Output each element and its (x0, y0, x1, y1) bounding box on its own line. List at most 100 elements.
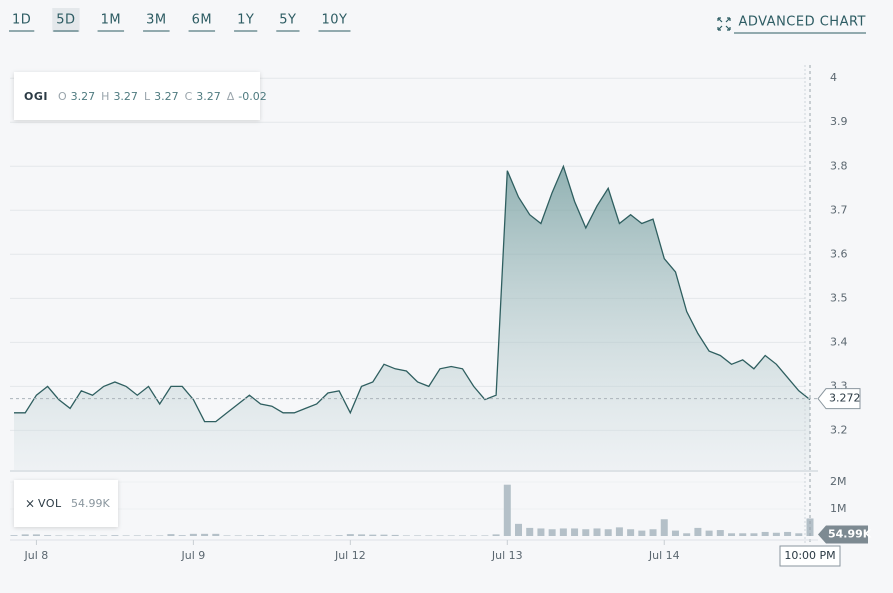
volume-bar (212, 533, 220, 536)
volume-bar (705, 530, 713, 536)
expand-icon (717, 17, 731, 31)
volume-bar (503, 484, 511, 536)
volume-bar (66, 535, 74, 536)
range-label: 5D (56, 13, 75, 28)
volume-bar (32, 534, 40, 536)
volume-bar (178, 535, 186, 536)
volume-bar (649, 529, 657, 536)
range-label: 1M (101, 13, 122, 28)
volume-bar (582, 529, 590, 536)
advanced-chart-button[interactable]: ADVANCED CHART (717, 15, 866, 34)
volume-bar (571, 528, 579, 536)
volume-bar (739, 533, 747, 536)
volume-bar (772, 532, 780, 536)
volume-bar (683, 533, 691, 536)
current-volume-label: 54.99K (828, 528, 872, 541)
volume-value: 54.99K (71, 497, 110, 510)
y-tick-label: 4 (830, 71, 837, 84)
volume-bar (694, 527, 702, 536)
legend-key: Δ (227, 90, 235, 103)
volume-bar (145, 535, 153, 536)
volume-bar (615, 527, 623, 536)
volume-bar (660, 519, 668, 536)
volume-bar (761, 531, 769, 536)
legend-key: O (58, 90, 67, 103)
range-label: 6M (192, 13, 213, 28)
close-icon[interactable]: × (25, 497, 35, 511)
range-button[interactable]: 1Y (233, 8, 258, 32)
y-tick-label: 3.7 (830, 203, 848, 216)
volume-bar (391, 534, 399, 536)
x-tick-label: Jul 12 (334, 549, 366, 562)
y-tick-label: 1M (830, 502, 847, 515)
legend-key: L (144, 90, 151, 103)
volume-bar (279, 535, 287, 536)
range-button[interactable]: 1D (8, 8, 35, 32)
volume-bar (189, 533, 197, 536)
range-button[interactable]: 5D (52, 8, 80, 32)
volume-bar (88, 535, 96, 536)
volume-bar (111, 535, 119, 536)
volume-bar (559, 528, 567, 536)
volume-bar (593, 528, 601, 536)
volume-bar (380, 534, 388, 536)
current-price-tag (817, 388, 861, 410)
volume-bar (537, 528, 545, 536)
volume-bar (627, 529, 635, 536)
y-tick-label: 3.4 (830, 335, 848, 348)
volume-bar (301, 535, 309, 536)
current-volume-tag (818, 525, 868, 544)
range-button[interactable]: 10Y (318, 8, 352, 32)
volume-bar (346, 534, 354, 536)
volume-bar (458, 535, 466, 536)
plot (10, 65, 818, 545)
volume-bar (414, 535, 422, 536)
volume-name: VOL (38, 497, 62, 510)
volume-bar (55, 535, 63, 536)
volume-bar (436, 535, 444, 536)
volume-bar (369, 534, 377, 536)
y-tick-label: 3.6 (830, 247, 848, 260)
volume-bar (358, 534, 366, 536)
x-tick-label: Jul 13 (491, 549, 523, 562)
volume-bar (728, 533, 736, 536)
volume-bar (156, 535, 164, 536)
symbol: OGI (24, 90, 48, 103)
legend-value: 3.27 (196, 90, 221, 103)
range-label: 3M (146, 13, 167, 28)
x-tick-label: Jul 9 (180, 549, 205, 562)
volume-bar (245, 535, 253, 536)
button-bg (52, 8, 80, 32)
volume-bar (335, 535, 343, 536)
axes: 3.23.33.43.53.63.73.83.943.2721M2M54.99K… (24, 71, 872, 567)
volume-bar (133, 535, 141, 536)
range-button[interactable]: 6M (188, 8, 217, 32)
volume-bar (402, 535, 410, 536)
volume-bar (290, 535, 298, 536)
range-button[interactable]: 1M (97, 8, 126, 32)
volume-bar (21, 534, 29, 536)
volume-bar (671, 530, 679, 536)
volume-bar (784, 531, 792, 536)
range-label: 10Y (322, 13, 348, 28)
y-tick-label: 3.2 (830, 423, 848, 436)
y-tick-label: 3.5 (830, 291, 848, 304)
price-area (14, 166, 810, 471)
volume-bar (313, 535, 321, 536)
y-tick-label: 2M (830, 475, 847, 488)
volume-bar (526, 527, 534, 536)
volume-bar (324, 535, 332, 536)
volume-bar (167, 534, 175, 536)
price-line (14, 164, 811, 423)
range-button[interactable]: 3M (142, 8, 171, 32)
volume-bar (122, 535, 130, 536)
y-tick-label: 3.9 (830, 115, 848, 128)
legend-value: 3.27 (154, 90, 179, 103)
volume-bar (77, 535, 85, 536)
range-button[interactable]: 5Y (275, 8, 300, 32)
volume-bar (447, 535, 455, 536)
volume-bar (44, 535, 52, 536)
advanced-chart-label: ADVANCED CHART (738, 15, 866, 30)
